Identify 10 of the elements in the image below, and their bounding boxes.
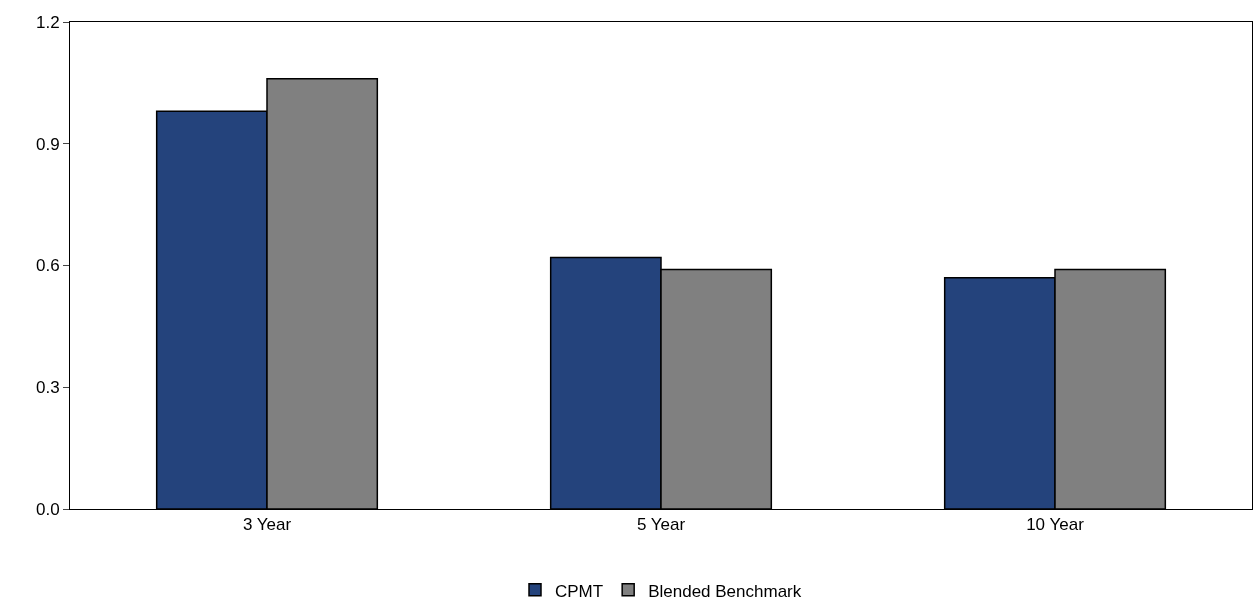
legend-label: Blended Benchmark (648, 581, 802, 601)
y-tick-label: 0.3 (35, 378, 60, 398)
x-tick-label: 3 Year (242, 515, 292, 535)
y-tick-label: 0.6 (35, 256, 60, 276)
legend-label: CPMT (555, 581, 604, 601)
y-tick-label: 1.2 (35, 12, 60, 32)
y-tick-label: 0.0 (35, 499, 60, 519)
x-tick-label: 10 Year (1026, 515, 1085, 535)
y-tick-label: 0.9 (35, 134, 60, 154)
x-tick-label: 5 Year (636, 515, 686, 535)
